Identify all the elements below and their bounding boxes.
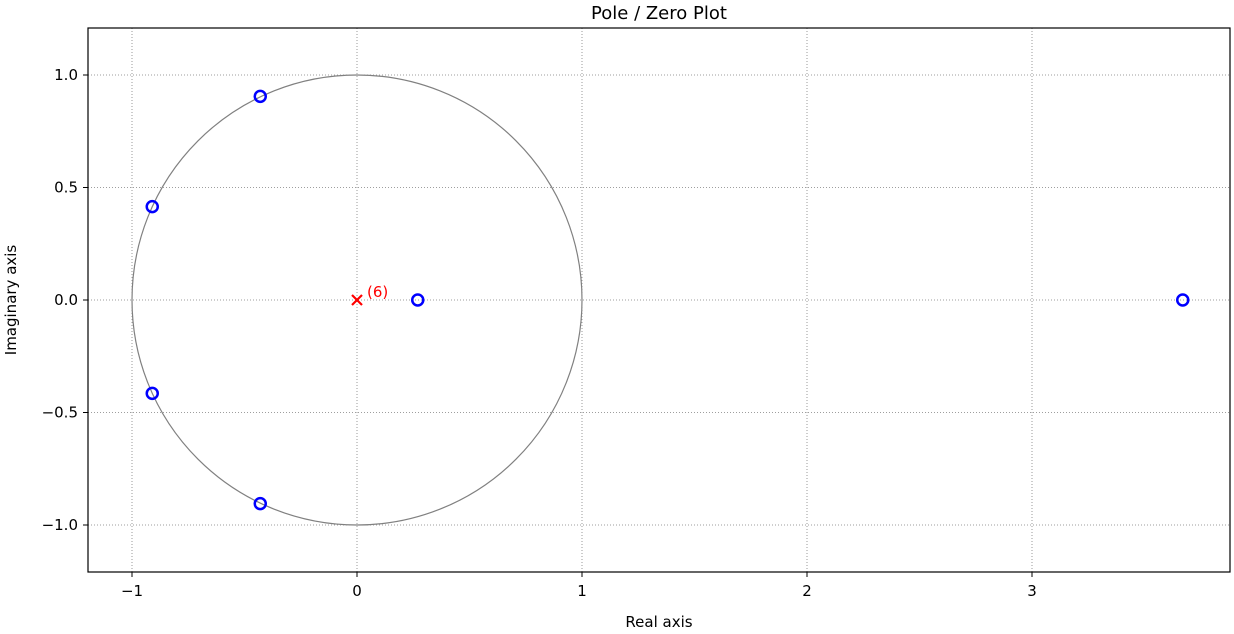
y-tick-label-1: 0.5	[54, 179, 78, 197]
zero-marker-5	[253, 496, 267, 511]
x-tick-label-2: 1	[577, 582, 587, 600]
axis-ticks: −1 0 1 2 3 1.0 0.5 0.0 −0.5 −1.0	[42, 66, 1037, 600]
grid-lines	[88, 28, 1230, 572]
x-tick-label-4: 3	[1027, 582, 1037, 600]
y-tick-label-0: 1.0	[54, 66, 78, 84]
zero-marker-1	[145, 199, 159, 214]
zero-marker-4	[145, 386, 159, 401]
zero-marker-0	[253, 89, 267, 104]
y-axis-label: Imaginary axis	[2, 245, 20, 356]
y-tick-label-2: 0.0	[54, 291, 78, 309]
y-tick-label-3: −0.5	[42, 404, 78, 422]
plot-marks: (6)	[145, 89, 1190, 511]
pole-marker-0	[351, 294, 363, 306]
unit-circle	[131, 74, 583, 526]
zero-marker-3	[1176, 293, 1190, 307]
pole-multiplicity-label: (6)	[367, 283, 388, 301]
x-axis-label: Real axis	[625, 613, 692, 631]
x-tick-label-3: 2	[802, 582, 812, 600]
zero-marker-2	[411, 293, 425, 307]
y-tick-label-4: −1.0	[42, 516, 78, 534]
x-tick-label-0: −1	[121, 582, 143, 600]
x-tick-label-1: 0	[352, 582, 362, 600]
chart-title: Pole / Zero Plot	[591, 3, 727, 24]
